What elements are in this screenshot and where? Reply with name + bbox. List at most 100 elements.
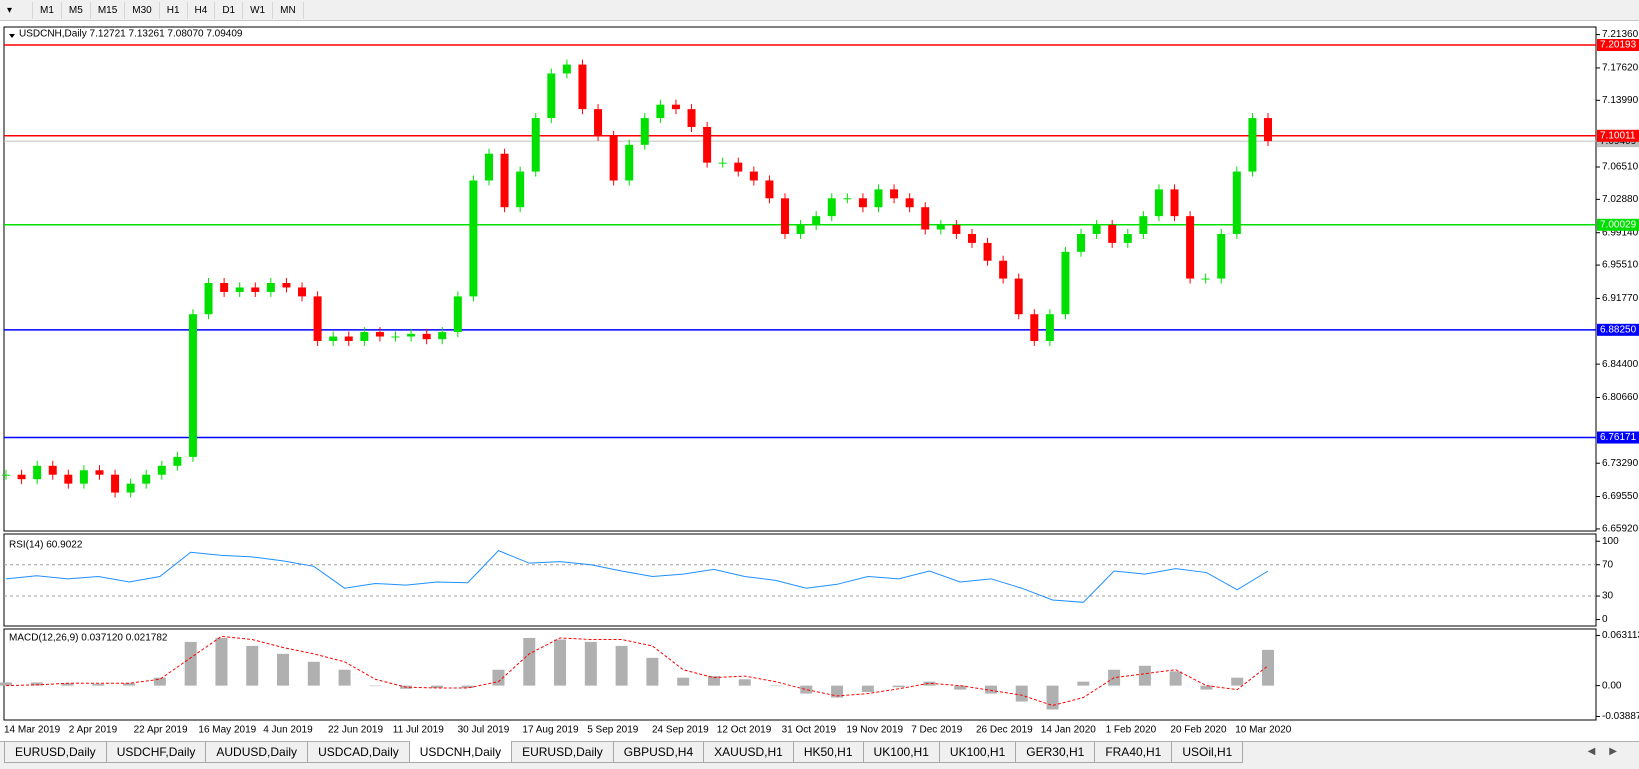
rsi-tick-label: 0 bbox=[1602, 614, 1608, 625]
x-tick-label: 5 Sep 2019 bbox=[587, 725, 639, 736]
timeframe-button[interactable]: M30 bbox=[125, 1, 160, 19]
macd-header: MACD(12,26,9) 0.037120 0.021782 bbox=[9, 633, 168, 644]
chart-tab[interactable]: USOil,H1 bbox=[1171, 742, 1244, 763]
timeframe-button[interactable]: M15 bbox=[91, 1, 126, 19]
chart-tab[interactable]: FRA40,H1 bbox=[1094, 742, 1173, 763]
rsi-tick-label: 70 bbox=[1602, 559, 1614, 570]
chart: USDCNH,Daily 7.12721 7.13261 7.08070 7.0… bbox=[0, 21, 1639, 741]
candle-body bbox=[765, 180, 774, 199]
collapse-icon bbox=[9, 34, 15, 38]
macd-bar bbox=[861, 685, 874, 692]
chart-tab[interactable]: USDCHF,Daily bbox=[105, 742, 207, 763]
timeframe-button[interactable]: H4 bbox=[188, 1, 216, 19]
chart-tab[interactable]: GER30,H1 bbox=[1015, 742, 1096, 763]
candle-body bbox=[1092, 225, 1101, 234]
candle-body bbox=[516, 171, 525, 208]
macd-bar bbox=[430, 685, 443, 689]
macd-panel bbox=[3, 628, 1597, 721]
macd-bar bbox=[153, 677, 166, 686]
candle-body bbox=[453, 296, 462, 333]
chart-tab[interactable]: UK100,H1 bbox=[862, 742, 940, 763]
candle-body bbox=[126, 483, 135, 493]
candle-body bbox=[936, 225, 945, 230]
macd-bar bbox=[1077, 681, 1090, 686]
x-tick-label: 4 Jun 2019 bbox=[263, 725, 313, 736]
candle-body bbox=[469, 180, 478, 297]
y-tick-label: 7.06510 bbox=[1602, 162, 1639, 173]
level-label: 6.76171 bbox=[1600, 432, 1637, 443]
macd-bar bbox=[30, 682, 43, 686]
candle-body bbox=[329, 336, 338, 341]
timeframe-button[interactable]: W1 bbox=[243, 1, 274, 19]
candle-body bbox=[687, 109, 696, 127]
candle-body bbox=[718, 162, 727, 164]
candle-body bbox=[235, 287, 244, 292]
y-tick-label: 6.69550 bbox=[1602, 491, 1639, 502]
candle-body bbox=[17, 474, 26, 480]
x-tick-label: 22 Apr 2019 bbox=[134, 725, 188, 736]
rsi-line bbox=[5, 550, 1269, 603]
macd-bar bbox=[277, 653, 290, 686]
y-tick-label: 7.21360 bbox=[1602, 29, 1639, 40]
candle-body bbox=[734, 162, 743, 172]
candle-body bbox=[999, 260, 1008, 279]
x-tick-label: 24 Sep 2019 bbox=[652, 725, 709, 736]
macd-bar bbox=[923, 681, 936, 686]
candle-body bbox=[858, 198, 867, 208]
timeframe-button[interactable]: D1 bbox=[215, 1, 244, 19]
macd-bar bbox=[615, 645, 628, 686]
chart-tab[interactable]: USDCNH,Daily bbox=[408, 741, 513, 763]
macd-bar bbox=[92, 684, 105, 686]
candle-body bbox=[905, 198, 914, 208]
chart-tab[interactable]: XAUUSD,H1 bbox=[703, 742, 794, 763]
macd-bar bbox=[184, 641, 197, 686]
macd-bar bbox=[892, 685, 905, 688]
x-tick-label: 14 Jan 2020 bbox=[1041, 725, 1096, 736]
chart-tab[interactable]: UK100,H1 bbox=[938, 742, 1017, 763]
candle-body bbox=[157, 465, 166, 475]
timeframe-button[interactable]: M1 bbox=[33, 1, 62, 19]
chart-tab[interactable]: HK50,H1 bbox=[792, 742, 864, 763]
timeframe-toolbar: ▾ M1 M5 M15 M30 H1 H4 D1 W1 MN bbox=[0, 0, 1639, 21]
timeframe-button[interactable]: M5 bbox=[62, 1, 91, 19]
candle-body bbox=[313, 296, 322, 341]
chart-tab[interactable]: EURUSD,Daily bbox=[4, 742, 107, 763]
chart-tab[interactable]: GBPUSD,H4 bbox=[612, 742, 705, 763]
macd-bar bbox=[1262, 649, 1274, 686]
candle-body bbox=[375, 332, 384, 337]
chart-tab[interactable]: AUDUSD,Daily bbox=[205, 742, 309, 763]
x-tick-label: 10 Mar 2020 bbox=[1235, 725, 1292, 736]
candle-body bbox=[656, 104, 665, 119]
candle-body bbox=[781, 198, 790, 234]
candle-body bbox=[874, 189, 883, 208]
candle-body bbox=[500, 153, 509, 208]
timeframe-button[interactable]: H1 bbox=[160, 1, 188, 19]
x-tick-label: 26 Dec 2019 bbox=[976, 725, 1033, 736]
candle-body bbox=[95, 470, 104, 475]
toolbar-menu[interactable]: ▾ bbox=[0, 1, 33, 19]
macd-bar bbox=[769, 685, 782, 687]
candle-body bbox=[1248, 118, 1257, 172]
tab-scroll[interactable]: ◀▶ bbox=[1587, 746, 1631, 757]
chart-tab[interactable]: EURUSD,Daily bbox=[511, 742, 614, 763]
timeframe-button[interactable]: MN bbox=[273, 1, 304, 19]
candle-body bbox=[671, 104, 680, 110]
chart-tab[interactable]: USDCAD,Daily bbox=[307, 742, 410, 763]
candle-body bbox=[298, 287, 307, 297]
candle-body bbox=[282, 283, 291, 288]
candle-body bbox=[578, 64, 587, 110]
level-label-box bbox=[1597, 129, 1639, 142]
y-tick-label: 7.17620 bbox=[1602, 63, 1639, 74]
x-tick-label: 30 Jul 2019 bbox=[458, 725, 510, 736]
rsi-tick-label: 30 bbox=[1602, 591, 1614, 602]
candle-body bbox=[344, 336, 353, 341]
macd-bar bbox=[800, 685, 813, 694]
x-tick-label: 20 Feb 2020 bbox=[1170, 725, 1227, 736]
candle-body bbox=[796, 225, 805, 234]
macd-bar bbox=[646, 657, 659, 686]
candle-body bbox=[1232, 171, 1241, 234]
candle-body bbox=[749, 171, 758, 181]
macd-bar bbox=[738, 679, 751, 686]
candle-body bbox=[251, 287, 260, 292]
level-label-box bbox=[1597, 39, 1639, 52]
